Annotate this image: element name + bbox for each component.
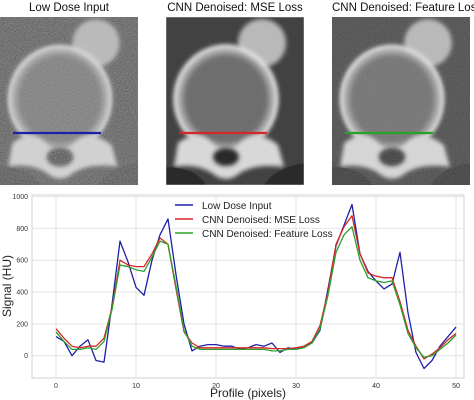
y-tick-labels: 0 200 400 600 800 1000 xyxy=(12,194,28,360)
image-panel-low-dose: Low Dose Input xyxy=(0,0,138,186)
series-line-2 xyxy=(55,226,457,358)
ct-image-low-dose xyxy=(0,17,138,185)
y-tick-label: 400 xyxy=(16,290,28,297)
image-title-low-dose: Low Dose Input xyxy=(29,2,109,14)
legend: Low Dose Input CNN Denoised: MSE Loss CN… xyxy=(175,201,333,240)
x-tick-label: 40 xyxy=(372,383,380,390)
legend-label-feature: CNN Denoised: Feature Loss xyxy=(202,229,333,240)
image-title-mse: CNN Denoised: MSE Loss xyxy=(167,2,303,14)
y-axis-label: Signal (HU) xyxy=(0,255,14,317)
series-line-1 xyxy=(55,215,457,360)
x-axis-label: Profile (pixels) xyxy=(210,386,286,400)
image-title-feature: CNN Denoised: Feature Loss xyxy=(332,2,474,14)
x-tick-labels: 0 10 20 30 40 50 xyxy=(54,383,460,390)
y-tick-label: 200 xyxy=(16,321,28,328)
image-panel-mse: CNN Denoised: MSE Loss xyxy=(166,0,304,186)
ct-image-feature xyxy=(332,17,470,185)
y-tick-label: 600 xyxy=(16,258,28,265)
profile-chart: 0 10 20 30 40 50 0 200 400 600 800 1000 Low Dose I… xyxy=(0,194,465,400)
legend-label-low-dose: Low Dose Input xyxy=(202,201,272,212)
y-tick-label: 800 xyxy=(16,226,28,233)
series-lines xyxy=(55,203,457,370)
x-tick-label: 50 xyxy=(452,383,460,390)
legend-label-mse: CNN Denoised: MSE Loss xyxy=(202,215,320,226)
ct-image-mse xyxy=(166,17,304,185)
x-tick-label: 20 xyxy=(212,383,220,390)
series-line-0 xyxy=(55,203,457,370)
image-panel-feature: CNN Denoised: Feature Loss xyxy=(332,0,474,186)
y-tick-label: 1000 xyxy=(12,194,28,201)
y-tick-label: 0 xyxy=(24,353,28,360)
x-tick-label: 30 xyxy=(292,383,300,390)
x-tick-label: 0 xyxy=(54,383,58,390)
x-tick-label: 10 xyxy=(132,383,140,390)
